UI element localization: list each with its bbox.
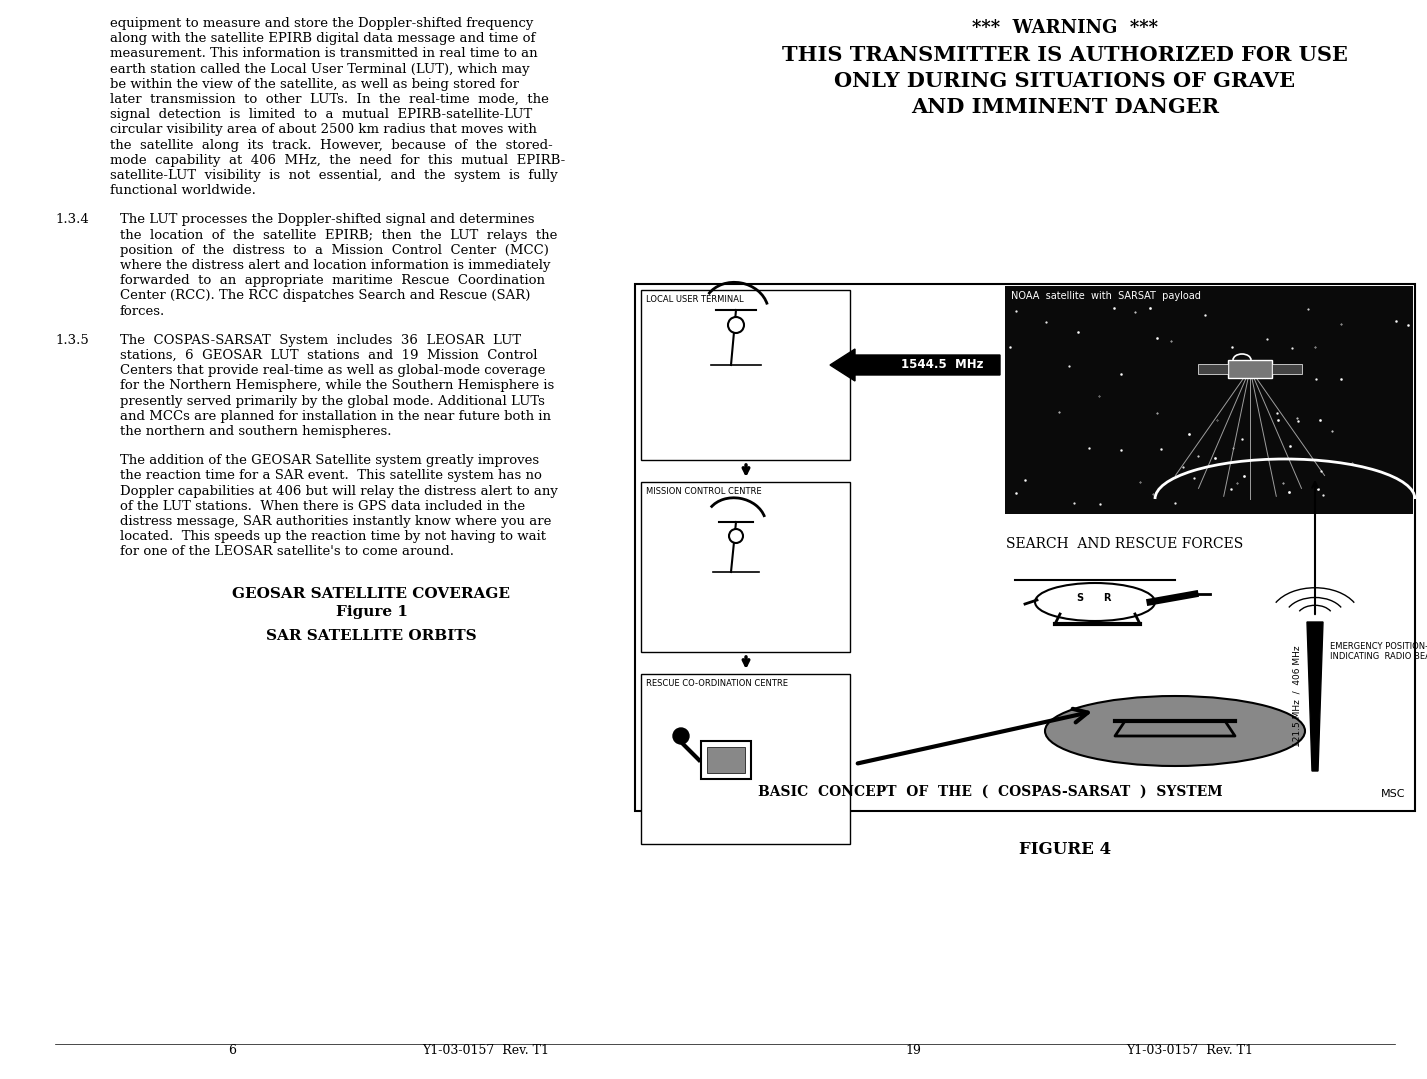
Text: measurement. This information is transmitted in real time to an: measurement. This information is transmi… xyxy=(110,47,538,60)
Text: Center (RCC). The RCC dispatches Search and Rescue (SAR): Center (RCC). The RCC dispatches Search … xyxy=(120,289,531,302)
Text: earth station called the Local User Terminal (LUT), which may: earth station called the Local User Term… xyxy=(110,63,529,76)
Bar xyxy=(641,290,850,460)
Text: satellite-LUT  visibility  is  not  essential,  and  the  system  is  fully: satellite-LUT visibility is not essentia… xyxy=(110,169,558,182)
Circle shape xyxy=(729,529,743,543)
Bar xyxy=(1005,286,1413,514)
Text: later  transmission  to  other  LUTs.  In  the  real-time  mode,  the: later transmission to other LUTs. In the… xyxy=(110,93,549,106)
Bar xyxy=(1271,364,1301,374)
Polygon shape xyxy=(1307,622,1323,771)
Text: where the distress alert and location information is immediately: where the distress alert and location in… xyxy=(120,259,551,272)
Text: position  of  the  distress  to  a  Mission  Control  Center  (MCC): position of the distress to a Mission Co… xyxy=(120,244,549,257)
Text: be within the view of the satellite, as well as being stored for: be within the view of the satellite, as … xyxy=(110,78,519,91)
Text: for the Northern Hemisphere, while the Southern Hemisphere is: for the Northern Hemisphere, while the S… xyxy=(120,380,554,393)
Text: located.  This speeds up the reaction time by not having to wait: located. This speeds up the reaction tim… xyxy=(120,530,547,543)
Text: the  location  of  the  satellite  EPIRB;  then  the  LUT  relays  the: the location of the satellite EPIRB; the… xyxy=(120,229,558,242)
Text: forces.: forces. xyxy=(120,304,166,317)
Text: functional worldwide.: functional worldwide. xyxy=(110,185,255,197)
Text: stations,  6  GEOSAR  LUT  stations  and  19  Mission  Control: stations, 6 GEOSAR LUT stations and 19 M… xyxy=(120,349,538,361)
Text: BASIC  CONCEPT  OF  THE  (  COSPAS-SARSAT  )  SYSTEM: BASIC CONCEPT OF THE ( COSPAS-SARSAT ) S… xyxy=(758,786,1223,800)
Text: RESCUE CO-ORDINATION CENTRE: RESCUE CO-ORDINATION CENTRE xyxy=(646,679,788,688)
Text: The addition of the GEOSAR Satellite system greatly improves: The addition of the GEOSAR Satellite sys… xyxy=(120,454,539,467)
Text: circular visibility area of about 2500 km radius that moves with: circular visibility area of about 2500 k… xyxy=(110,123,537,136)
Bar xyxy=(1199,364,1229,374)
Text: 1544.5  MHz: 1544.5 MHz xyxy=(902,358,983,371)
Text: EMERGENCY POSITION-
INDICATING  RADIO BEACON: EMERGENCY POSITION- INDICATING RADIO BEA… xyxy=(1330,642,1427,661)
Text: 6: 6 xyxy=(228,1044,237,1057)
Bar xyxy=(701,741,751,779)
Text: forwarded  to  an  appropriate  maritime  Rescue  Coordination: forwarded to an appropriate maritime Res… xyxy=(120,274,545,287)
Text: LOCAL USER TERMINAL: LOCAL USER TERMINAL xyxy=(646,295,743,304)
Text: S: S xyxy=(1076,593,1083,603)
Text: the  satellite  along  its  track.  However,  because  of  the  stored-: the satellite along its track. However, … xyxy=(110,138,552,152)
Bar xyxy=(706,747,745,773)
Text: distress message, SAR authorities instantly know where you are: distress message, SAR authorities instan… xyxy=(120,515,551,528)
Text: for one of the LEOSAR satellite's to come around.: for one of the LEOSAR satellite's to com… xyxy=(120,545,454,559)
Text: SAR SATELLITE ORBITS: SAR SATELLITE ORBITS xyxy=(267,629,477,643)
Text: The LUT processes the Doppler-shifted signal and determines: The LUT processes the Doppler-shifted si… xyxy=(120,214,535,227)
Text: and MCCs are planned for installation in the near future both in: and MCCs are planned for installation in… xyxy=(120,410,551,423)
Text: signal  detection  is  limited  to  a  mutual  EPIRB-satellite-LUT: signal detection is limited to a mutual … xyxy=(110,108,532,121)
Text: Doppler capabilities at 406 but will relay the distress alert to any: Doppler capabilities at 406 but will rel… xyxy=(120,484,558,497)
Text: Y1-03-0157  Rev. T1: Y1-03-0157 Rev. T1 xyxy=(1126,1044,1253,1057)
Text: the reaction time for a SAR event.  This satellite system has no: the reaction time for a SAR event. This … xyxy=(120,469,542,482)
Text: GEOSAR SATELLITE COVERAGE: GEOSAR SATELLITE COVERAGE xyxy=(233,587,511,601)
Bar xyxy=(1229,360,1271,378)
Text: ONLY DURING SITUATIONS OF GRAVE: ONLY DURING SITUATIONS OF GRAVE xyxy=(835,71,1296,91)
Ellipse shape xyxy=(1045,696,1306,766)
Text: R: R xyxy=(1103,593,1110,603)
Bar xyxy=(641,482,850,652)
Text: Centers that provide real-time as well as global-mode coverage: Centers that provide real-time as well a… xyxy=(120,365,545,378)
Text: 1.3.5: 1.3.5 xyxy=(56,333,88,346)
Circle shape xyxy=(728,317,743,333)
Text: AND IMMINENT DANGER: AND IMMINENT DANGER xyxy=(910,97,1219,117)
Text: of the LUT stations.  When there is GPS data included in the: of the LUT stations. When there is GPS d… xyxy=(120,500,525,513)
Text: presently served primarily by the global mode. Additional LUTs: presently served primarily by the global… xyxy=(120,395,545,408)
Text: ***  WARNING  ***: *** WARNING *** xyxy=(972,19,1157,37)
Text: Figure 1: Figure 1 xyxy=(335,604,408,618)
Text: the northern and southern hemispheres.: the northern and southern hemispheres. xyxy=(120,425,391,438)
Bar xyxy=(641,674,850,844)
Circle shape xyxy=(674,728,689,745)
Text: SEARCH  AND RESCUE FORCES: SEARCH AND RESCUE FORCES xyxy=(1006,537,1243,551)
Text: equipment to measure and store the Doppler-shifted frequency: equipment to measure and store the Doppl… xyxy=(110,17,534,30)
FancyArrow shape xyxy=(831,349,1000,381)
Text: 19: 19 xyxy=(905,1044,922,1057)
Bar xyxy=(635,284,1416,811)
Text: THIS TRANSMITTER IS AUTHORIZED FOR USE: THIS TRANSMITTER IS AUTHORIZED FOR USE xyxy=(782,45,1349,65)
Text: Y1-03-0157  Rev. T1: Y1-03-0157 Rev. T1 xyxy=(422,1044,549,1057)
Text: mode  capability  at  406  MHz,  the  need  for  this  mutual  EPIRB-: mode capability at 406 MHz, the need for… xyxy=(110,154,565,167)
Text: along with the satellite EPIRB digital data message and time of: along with the satellite EPIRB digital d… xyxy=(110,32,535,45)
Text: MSC: MSC xyxy=(1380,789,1406,800)
Text: MISSION CONTROL CENTRE: MISSION CONTROL CENTRE xyxy=(646,487,762,496)
Text: The  COSPAS-SARSAT  System  includes  36  LEOSAR  LUT: The COSPAS-SARSAT System includes 36 LEO… xyxy=(120,333,521,346)
Ellipse shape xyxy=(1035,583,1154,622)
Text: 1.3.4: 1.3.4 xyxy=(56,214,88,227)
Text: 121.5 MHz  /  406 MHz: 121.5 MHz / 406 MHz xyxy=(1293,645,1301,748)
Text: NOAA  satellite  with  SARSAT  payload: NOAA satellite with SARSAT payload xyxy=(1010,291,1202,301)
Text: FIGURE 4: FIGURE 4 xyxy=(1019,841,1112,858)
